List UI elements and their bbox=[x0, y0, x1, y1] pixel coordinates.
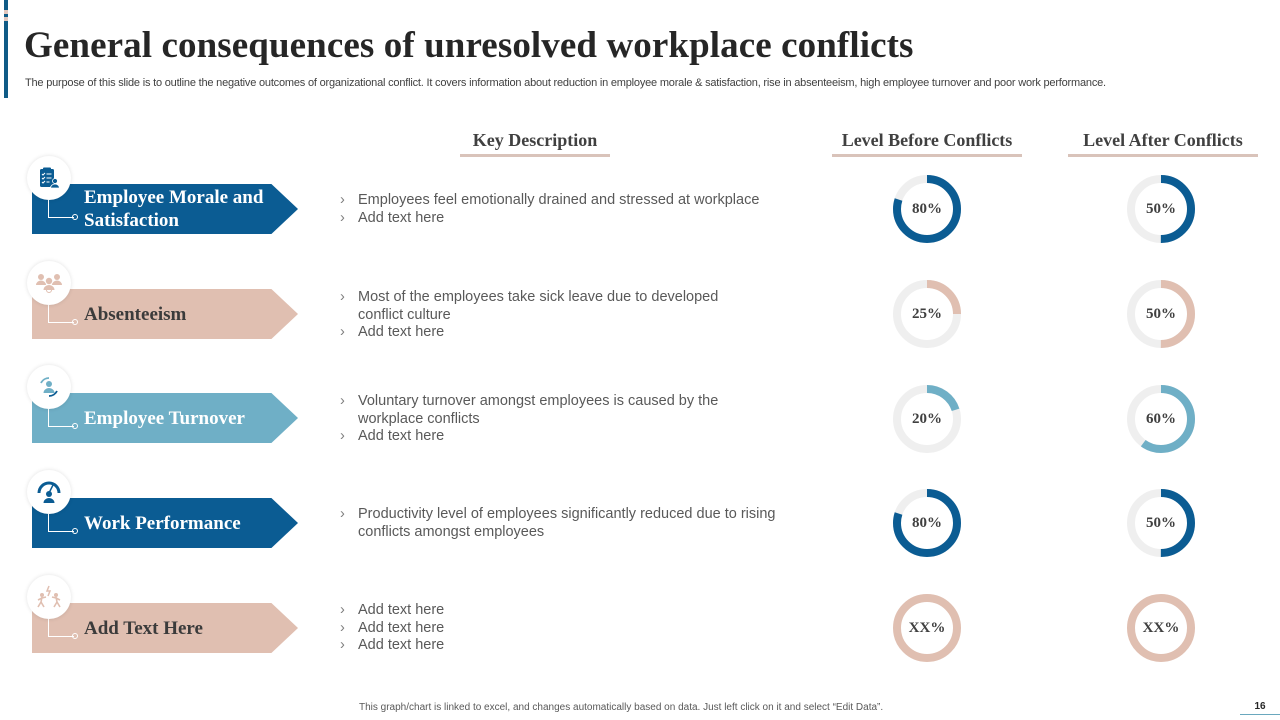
row-employee-morale: Employee Morale and Satisfaction Employe… bbox=[0, 154, 1280, 254]
donut-after[interactable]: 50% bbox=[1126, 279, 1196, 349]
donut-value: XX% bbox=[908, 619, 946, 636]
column-header-key-description: Key Description bbox=[460, 130, 610, 157]
donut-after[interactable]: 50% bbox=[1126, 488, 1196, 558]
row-work-performance: Work Performance Productivity level of e… bbox=[0, 468, 1280, 568]
row-absenteeism: Absenteeism Most of the employees take s… bbox=[0, 259, 1280, 359]
description-item: Add text here bbox=[340, 637, 790, 655]
slide-title: General consequences of unresolved workp… bbox=[24, 25, 914, 66]
description-item: Voluntary turnover amongst employees is … bbox=[340, 393, 740, 428]
description-item: Add text here bbox=[340, 324, 790, 342]
connector-line bbox=[48, 514, 74, 532]
connector-dot bbox=[72, 423, 78, 429]
description-list: Employees feel emotionally drained and s… bbox=[340, 192, 790, 227]
team-group-icon bbox=[27, 261, 71, 305]
page-number: 16 bbox=[1240, 701, 1280, 715]
donut-before[interactable]: XX% bbox=[892, 593, 962, 663]
donut-value: 80% bbox=[912, 200, 942, 217]
clipboard-checklist-user-icon bbox=[27, 156, 71, 200]
description-list: Productivity level of employees signific… bbox=[340, 506, 790, 541]
category-arrow-banner bbox=[32, 498, 298, 548]
description-list: Voluntary turnover amongst employees is … bbox=[340, 393, 790, 446]
row-add-text-here: Add Text Here Add text here Add text her… bbox=[0, 573, 1280, 673]
donut-value: XX% bbox=[1142, 619, 1180, 636]
slide-subtitle: The purpose of this slide is to outline … bbox=[25, 77, 1106, 89]
category-label: Work Performance bbox=[84, 512, 241, 534]
donut-before[interactable]: 25% bbox=[892, 279, 962, 349]
description-list: Most of the employees take sick leave du… bbox=[340, 289, 790, 342]
donut-value: 25% bbox=[912, 305, 942, 322]
people-conflict-icon bbox=[27, 575, 71, 619]
donut-before[interactable]: 80% bbox=[892, 174, 962, 244]
category-arrow-banner bbox=[32, 289, 298, 339]
accent-dots bbox=[4, 10, 8, 26]
donut-value: 50% bbox=[1146, 200, 1176, 217]
category-label: Absenteeism bbox=[84, 303, 187, 325]
column-header-level-before: Level Before Conflicts bbox=[832, 130, 1022, 157]
column-header-underline bbox=[832, 154, 1022, 157]
donut-before[interactable]: 80% bbox=[892, 488, 962, 558]
donut-value: 20% bbox=[912, 410, 942, 427]
category-arrow-banner bbox=[32, 603, 298, 653]
category-label: Add Text Here bbox=[84, 617, 203, 639]
column-header-underline bbox=[1068, 154, 1258, 157]
column-header-underline bbox=[460, 154, 610, 157]
footer-note: This graph/chart is linked to excel, and… bbox=[359, 702, 884, 713]
connector-dot bbox=[72, 319, 78, 325]
connector-dot bbox=[72, 633, 78, 639]
donut-after[interactable]: 60% bbox=[1126, 384, 1196, 454]
column-header-level-after: Level After Conflicts bbox=[1068, 130, 1258, 157]
description-item: Add text here bbox=[340, 428, 790, 446]
connector-line bbox=[48, 305, 74, 323]
donut-value: 50% bbox=[1146, 305, 1176, 322]
performance-gauge-user-icon bbox=[27, 470, 71, 514]
description-item: Add text here bbox=[340, 602, 790, 620]
accent-bar bbox=[4, 0, 8, 98]
column-header-label: Level After Conflicts bbox=[1083, 130, 1243, 150]
connector-line bbox=[48, 200, 74, 218]
row-employee-turnover: Employee Turnover Voluntary turnover amo… bbox=[0, 363, 1280, 463]
description-item: Add text here bbox=[340, 620, 790, 638]
donut-before[interactable]: 20% bbox=[892, 384, 962, 454]
column-header-label: Key Description bbox=[472, 130, 598, 150]
connector-dot bbox=[72, 528, 78, 534]
donut-value: 60% bbox=[1146, 410, 1176, 427]
category-label: Employee Morale and Satisfaction bbox=[84, 187, 264, 231]
user-cycle-icon bbox=[27, 365, 71, 409]
description-item: Employees feel emotionally drained and s… bbox=[340, 192, 790, 210]
donut-value: 80% bbox=[912, 514, 942, 531]
description-list: Add text here Add text here Add text her… bbox=[340, 602, 790, 655]
description-item: Most of the employees take sick leave du… bbox=[340, 289, 740, 324]
column-header-label: Level Before Conflicts bbox=[841, 130, 1013, 150]
donut-after[interactable]: 50% bbox=[1126, 174, 1196, 244]
category-arrow-banner bbox=[32, 184, 298, 234]
category-arrow-banner bbox=[32, 393, 298, 443]
donut-value: 50% bbox=[1146, 514, 1176, 531]
description-item: Add text here bbox=[340, 210, 790, 228]
description-item: Productivity level of employees signific… bbox=[340, 506, 790, 541]
category-label: Employee Turnover bbox=[84, 407, 245, 429]
connector-line bbox=[48, 619, 74, 637]
connector-line bbox=[48, 409, 74, 427]
donut-after[interactable]: XX% bbox=[1126, 593, 1196, 663]
connector-dot bbox=[72, 214, 78, 220]
